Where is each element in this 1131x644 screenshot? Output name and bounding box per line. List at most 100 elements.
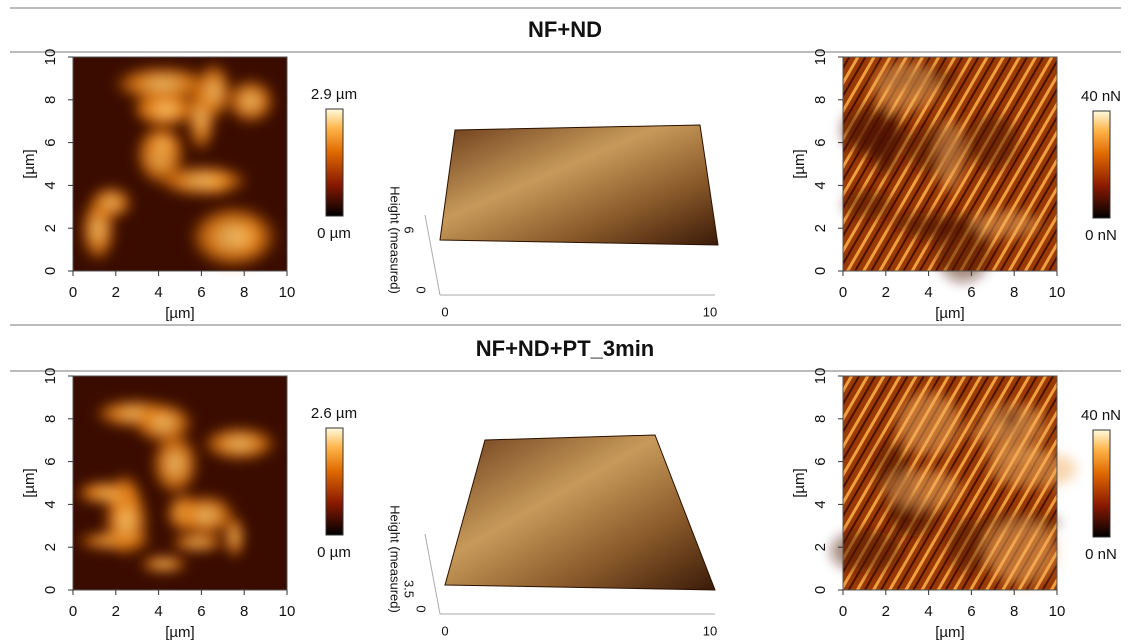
z-tick-label-3d: 0 — [414, 286, 429, 293]
map-feature — [937, 119, 964, 192]
x-tick-label: 8 — [1010, 284, 1018, 301]
y-tick-label: 2 — [812, 224, 829, 232]
x-tick-label: 2 — [882, 284, 890, 301]
x-tick-label: 6 — [967, 603, 975, 620]
y-tick-label: 4 — [42, 500, 59, 508]
map-feature — [972, 210, 1039, 238]
y-tick-label: 0 — [42, 586, 59, 594]
y-tick-label: 6 — [812, 138, 829, 146]
x-tick-label: 10 — [279, 284, 296, 301]
z-axis-label-3d: Height (measured) — [388, 186, 403, 294]
colorbar — [326, 109, 343, 216]
map-feature — [966, 424, 1051, 442]
x-tick-label: 10 — [1049, 284, 1066, 301]
colorbar-max-label: 40 nN — [1081, 407, 1121, 424]
surface-3d — [440, 125, 718, 245]
map-feature — [226, 78, 276, 124]
x-tick-label: 8 — [240, 284, 248, 301]
colorbar-min-label: 0 nN — [1085, 546, 1117, 563]
y-tick-label: 10 — [812, 368, 829, 385]
z-tick-label-3d: 0 — [414, 605, 429, 612]
figure: NF+ND 0 2 4 6 8 10 0 2 4 6 8 10 [µm] [µm] 2.9 µm 0 µm 0 2 4… — [0, 0, 1131, 644]
map-feature — [189, 204, 279, 269]
z-axis-3d — [425, 534, 440, 614]
colorbar — [326, 428, 343, 535]
y-tick-label: 8 — [42, 96, 59, 104]
y-tick-label: 2 — [42, 543, 59, 551]
map-feature — [81, 196, 116, 262]
y-tick-label: 6 — [42, 457, 59, 465]
y-axis-label: [µm] — [21, 149, 38, 178]
map-feature — [195, 62, 233, 121]
y-tick-label: 2 — [42, 224, 59, 232]
y-tick-label: 0 — [42, 267, 59, 275]
y-axis-label: [µm] — [791, 149, 808, 178]
y-tick-label: 10 — [42, 49, 59, 66]
y-tick-label: 6 — [42, 138, 59, 146]
x-axis-label: [µm] — [165, 305, 194, 322]
map-feature — [139, 555, 189, 574]
map-feature — [224, 515, 245, 559]
map-feature — [890, 212, 976, 232]
x-axis-label: [µm] — [165, 624, 194, 641]
map-feature — [75, 486, 143, 505]
map-feature — [151, 431, 199, 496]
colorbar — [1093, 430, 1110, 537]
y-tick-label: 0 — [812, 586, 829, 594]
map-feature — [896, 392, 960, 455]
x-tick-label: 10 — [279, 603, 296, 620]
x-tick-label: 6 — [197, 603, 205, 620]
x-tick-label: 4 — [924, 284, 932, 301]
y-tick-label: 4 — [42, 181, 59, 189]
z-tick-label-3d: 3.5 — [402, 580, 417, 598]
colorbar-max-label: 2.6 µm — [311, 405, 357, 422]
y-tick-label: 8 — [812, 96, 829, 104]
map-feature — [885, 469, 960, 508]
y-tick-label: 4 — [812, 500, 829, 508]
y-tick-label: 6 — [812, 457, 829, 465]
map-feature — [850, 117, 904, 158]
surface-3d — [445, 435, 715, 590]
z-tick-label-3d: 6 — [402, 226, 417, 233]
x-tick-label: 2 — [112, 603, 120, 620]
map-feature — [984, 440, 1043, 460]
row-title: NF+ND+PT_3min — [476, 336, 655, 361]
x-axis-label: [µm] — [935, 624, 964, 641]
x-tick-label: 2 — [112, 284, 120, 301]
colorbar-max-label: 40 nN — [1081, 88, 1121, 105]
map-feature — [985, 518, 1057, 585]
x-tick-label-3d: 0 — [441, 304, 448, 319]
map-feature — [170, 533, 226, 553]
y-axis-label: [µm] — [21, 468, 38, 497]
y-tick-label: 0 — [812, 267, 829, 275]
colorbar — [1093, 111, 1110, 218]
x-tick-label: 4 — [154, 603, 162, 620]
x-tick-label: 10 — [1049, 603, 1066, 620]
map-feature — [831, 530, 902, 572]
y-tick-label: 8 — [812, 415, 829, 423]
x-tick-label: 8 — [1010, 603, 1018, 620]
x-tick-label: 8 — [240, 603, 248, 620]
x-tick-label: 0 — [69, 603, 77, 620]
x-axis-label: [µm] — [935, 305, 964, 322]
x-tick-label: 4 — [154, 284, 162, 301]
y-tick-label: 10 — [812, 49, 829, 66]
colorbar-min-label: 0 µm — [317, 544, 351, 561]
row-title: NF+ND — [528, 17, 602, 42]
x-tick-label: 6 — [967, 284, 975, 301]
y-tick-label: 2 — [812, 543, 829, 551]
x-tick-label: 4 — [924, 603, 932, 620]
x-tick-label: 6 — [197, 284, 205, 301]
map-feature — [201, 426, 277, 461]
colorbar-min-label: 0 nN — [1085, 227, 1117, 244]
z-axis-3d — [425, 215, 440, 295]
colorbar-max-label: 2.9 µm — [311, 86, 357, 103]
colorbar-min-label: 0 µm — [317, 225, 351, 242]
map-feature — [873, 62, 938, 112]
map-feature — [947, 519, 989, 573]
z-axis-label-3d: Height (measured) — [388, 505, 403, 613]
y-tick-label: 10 — [42, 368, 59, 385]
y-tick-label: 4 — [812, 181, 829, 189]
x-tick-label-3d: 10 — [703, 623, 717, 638]
x-tick-label-3d: 10 — [703, 304, 717, 319]
